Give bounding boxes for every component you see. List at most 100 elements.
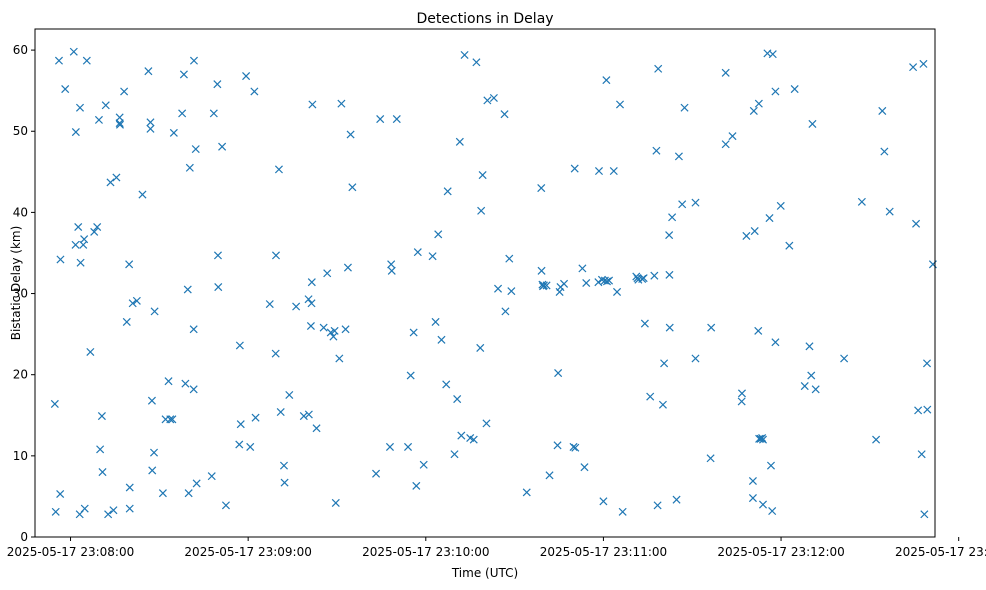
data-point (878, 106, 887, 115)
data-point (754, 99, 763, 108)
data-point (125, 504, 134, 513)
data-point (912, 219, 921, 228)
data-point (285, 390, 294, 400)
data-point (450, 450, 459, 459)
data-point (93, 222, 102, 232)
data-point (242, 72, 251, 81)
data-point (109, 506, 118, 515)
data-point (319, 323, 328, 332)
data-point (922, 359, 932, 368)
data-point (168, 415, 177, 424)
data-point (765, 214, 774, 223)
data-point (680, 103, 689, 112)
data-point (304, 410, 313, 419)
data-point (191, 145, 200, 154)
data-point (434, 230, 443, 239)
data-point (570, 164, 579, 173)
data-point (120, 87, 129, 96)
data-point (615, 100, 625, 109)
data-point (691, 198, 700, 207)
data-point (880, 147, 889, 156)
data-point (115, 113, 124, 122)
data-point (665, 270, 674, 279)
data-point (840, 354, 849, 363)
data-point (640, 319, 649, 328)
data-point (307, 278, 316, 287)
data-point (178, 109, 187, 118)
data-point (144, 67, 153, 76)
data-point (185, 163, 194, 172)
data-point (482, 419, 491, 428)
data-point (668, 213, 677, 222)
data-point (271, 349, 280, 358)
data-point (750, 227, 759, 236)
data-point (97, 412, 106, 421)
x-axis-ticks: 2025-05-17 23:08:00 2025-05-17 23:09:00 20… (7, 537, 986, 559)
data-point (308, 100, 317, 109)
data-point (250, 87, 259, 96)
data-point (920, 510, 929, 519)
data-point (613, 287, 622, 296)
data-point (115, 119, 124, 128)
data-point (74, 222, 83, 232)
data-point (646, 392, 655, 401)
data-point (476, 343, 485, 352)
y-tick-label: 10 (13, 449, 28, 463)
data-point (125, 260, 134, 269)
data-point (500, 110, 509, 119)
data-point (419, 460, 428, 469)
data-point (768, 50, 777, 59)
data-point (537, 266, 546, 275)
data-point (372, 469, 381, 478)
data-point (385, 442, 394, 451)
data-point (404, 442, 413, 451)
data-point (132, 296, 141, 305)
data-point (94, 115, 103, 124)
data-point (331, 498, 340, 507)
data-point (554, 369, 563, 378)
data-point (115, 120, 124, 129)
data-point (98, 468, 107, 477)
data-point (807, 371, 816, 380)
data-point (811, 385, 820, 394)
data-point (179, 70, 188, 79)
data-point (650, 271, 659, 280)
data-point (654, 64, 663, 73)
data-point (453, 395, 462, 404)
data-point (54, 56, 64, 65)
data-point (75, 103, 85, 112)
data-point (571, 443, 580, 452)
data-point (790, 85, 799, 94)
data-point (184, 489, 193, 498)
data-point (189, 385, 198, 394)
data-point (138, 190, 147, 199)
data-point (602, 277, 611, 286)
data-point (639, 274, 648, 283)
data-point (660, 359, 669, 368)
data-point (443, 187, 452, 196)
data-point (387, 260, 396, 269)
data-point (71, 128, 80, 137)
data-point (164, 377, 173, 386)
data-point (428, 252, 437, 261)
x-tick-label: 2025-05-17 23:11:00 (540, 545, 667, 559)
data-point (602, 76, 611, 85)
data-point (312, 424, 321, 433)
data-point (149, 448, 159, 457)
data-point (323, 269, 332, 278)
data-point (56, 255, 65, 264)
data-point (71, 240, 80, 249)
data-point (652, 146, 661, 155)
data-point (678, 200, 687, 209)
data-point (489, 93, 498, 103)
data-point (106, 178, 115, 187)
data-point (483, 96, 492, 105)
data-point (181, 379, 190, 388)
x-axis-label: Time (UTC) (451, 566, 518, 580)
data-point (431, 317, 440, 326)
data-point (56, 489, 65, 499)
data-point (785, 241, 794, 250)
data-point (236, 420, 245, 429)
data-point (721, 140, 730, 149)
data-point (539, 281, 548, 290)
